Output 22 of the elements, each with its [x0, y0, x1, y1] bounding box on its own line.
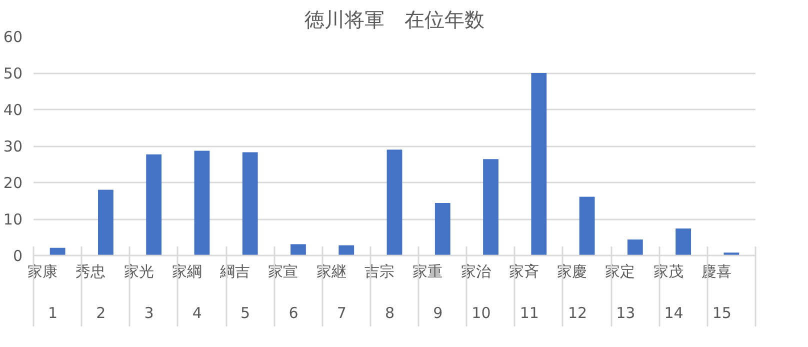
bar — [50, 248, 66, 256]
bar — [386, 150, 402, 256]
y-tick-label: 20 — [3, 174, 23, 192]
bar — [531, 73, 547, 256]
bar — [194, 150, 210, 256]
bar — [483, 159, 498, 256]
bar — [98, 190, 114, 256]
y-tick-label: 60 — [3, 28, 23, 46]
bar — [146, 154, 162, 256]
bar — [338, 245, 354, 256]
chart-title: 徳川将軍 在位年数 — [304, 8, 484, 32]
bar — [627, 239, 643, 256]
bar — [434, 202, 450, 256]
bar — [290, 244, 306, 256]
y-tick-label: 50 — [3, 64, 23, 82]
bar — [579, 196, 595, 256]
y-tick-label: 40 — [3, 101, 23, 119]
y-tick-label: 30 — [3, 138, 23, 156]
bar — [676, 228, 691, 256]
y-tick-label: 0 — [12, 247, 23, 265]
bar — [242, 152, 258, 256]
y-tick-label: 10 — [3, 210, 23, 228]
